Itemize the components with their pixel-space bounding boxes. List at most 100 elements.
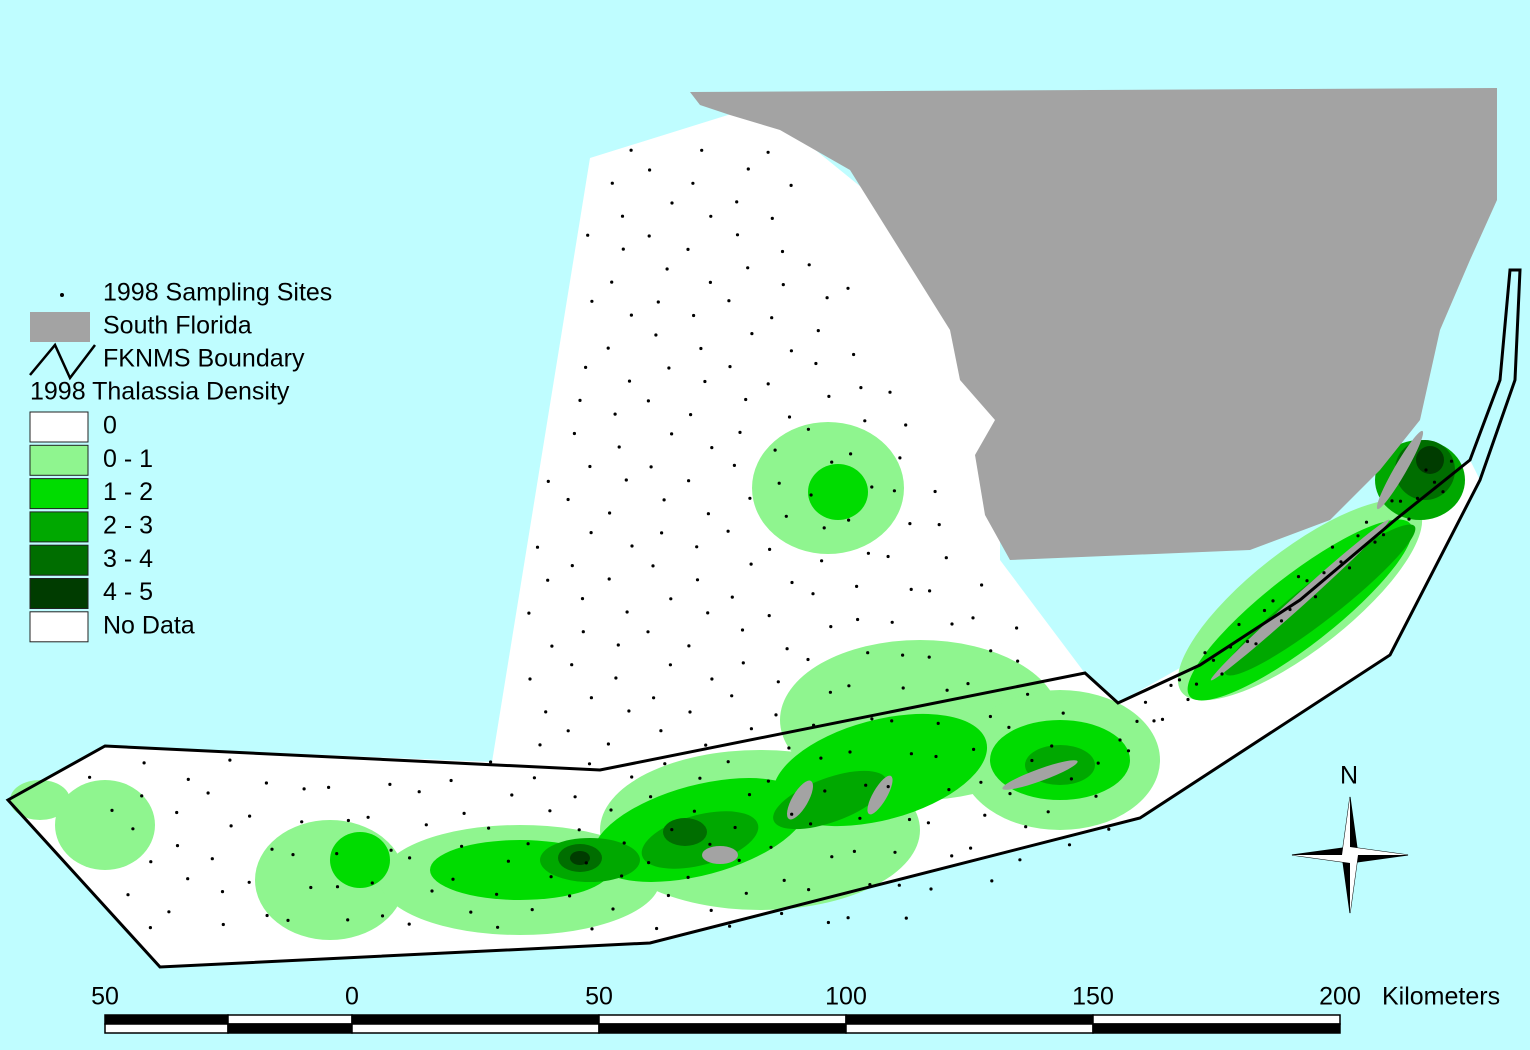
sampling-site [695,578,700,582]
sampling-site [728,924,732,928]
legend-label: 1 - 2 [103,478,153,506]
north-arrow-highlight [1292,855,1350,863]
sampling-site [726,529,730,533]
sampling-site [848,750,852,754]
sampling-site [622,841,626,845]
legend-label: 2 - 3 [103,512,153,540]
sampling-site [738,430,742,434]
sampling-site [966,682,970,686]
sampling-site [460,844,464,848]
sampling-site [766,382,770,386]
sampling-site [228,758,232,762]
sampling-site [1364,520,1369,524]
sampling-site [1135,719,1139,724]
sampling-site [538,743,542,747]
sampling-site [727,299,731,303]
sampling-site [389,848,393,852]
sampling-site [510,793,514,797]
scale-label: 100 [825,983,867,1011]
sampling-site [769,845,773,849]
sampling-site [451,877,455,881]
sampling-site [1160,717,1165,722]
sampling-site [167,910,171,914]
sampling-site [846,916,850,920]
sampling-site [131,827,135,831]
sampling-site [546,578,550,582]
sampling-site [366,815,370,819]
sampling-site [1046,810,1050,814]
sampling-site [578,398,582,402]
sampling-site [1424,468,1428,472]
sampling-site [692,809,697,813]
sampling-site [766,150,770,154]
sampling-site [766,779,771,783]
sampling-site [662,498,666,502]
sampling-site [741,661,745,665]
sampling-site [1152,719,1156,723]
sampling-site [737,858,741,863]
sampling-site [789,349,794,353]
sampling-site [787,415,792,419]
density-area [808,464,868,520]
legend-site-symbol [60,293,64,297]
sampling-site [852,352,856,357]
legend-label: 0 [103,412,117,440]
sampling-site [627,379,632,383]
sampling-site [807,263,811,267]
sampling-site [826,920,831,925]
sampling-site [1245,639,1250,644]
sampling-site [807,888,811,892]
sampling-site [206,791,210,795]
scale-segment [1092,1014,1341,1025]
sampling-site [1305,579,1309,583]
sampling-site [785,647,789,651]
sampling-site [847,684,851,688]
sampling-site [990,879,994,883]
sampling-site [746,167,750,171]
sampling-site [610,181,614,185]
sampling-site [327,785,331,790]
sampling-site [570,663,574,667]
sampling-site [945,688,949,692]
sampling-site [811,592,815,596]
sampling-site [1254,642,1258,646]
sampling-site [988,714,993,719]
sampling-site [614,676,618,680]
sampling-site [495,892,499,896]
sampling-site [646,630,650,634]
sampling-site [581,630,585,634]
sampling-site [1096,761,1100,765]
legend-swatch [29,444,89,476]
sampling-site [572,431,577,436]
sampling-site [787,746,791,750]
sampling-site [624,478,628,482]
sampling-site [613,412,617,416]
sampling-site [627,709,631,713]
sampling-site [1018,858,1022,862]
sampling-site [709,214,713,218]
sampling-site [335,885,340,889]
sampling-site [175,810,179,815]
sampling-site [929,887,933,891]
legend-classes: 0 0 - 1 1 - 2 2 - 3 3 - 4 4 - 5 No Data [29,411,195,643]
north-arrow-highlight [1350,847,1408,855]
sampling-site [689,413,693,417]
sampling-site [1279,619,1284,623]
sampling-site [744,891,748,895]
scale-label: 0 [345,983,359,1011]
sampling-site [732,463,737,467]
sampling-site [687,479,691,483]
sampling-site [430,889,434,893]
sampling-site [590,299,594,303]
scale-segment [351,1014,600,1025]
sampling-site [846,286,850,290]
north-arrow-highlight [1350,855,1358,913]
sampling-site [1237,622,1241,627]
sampling-site [708,842,712,846]
sampling-site [870,717,874,721]
sampling-site [210,857,214,861]
sampling-site [1169,683,1173,688]
sampling-site [528,677,532,681]
sampling-site [733,825,737,830]
sampling-site [300,820,304,824]
